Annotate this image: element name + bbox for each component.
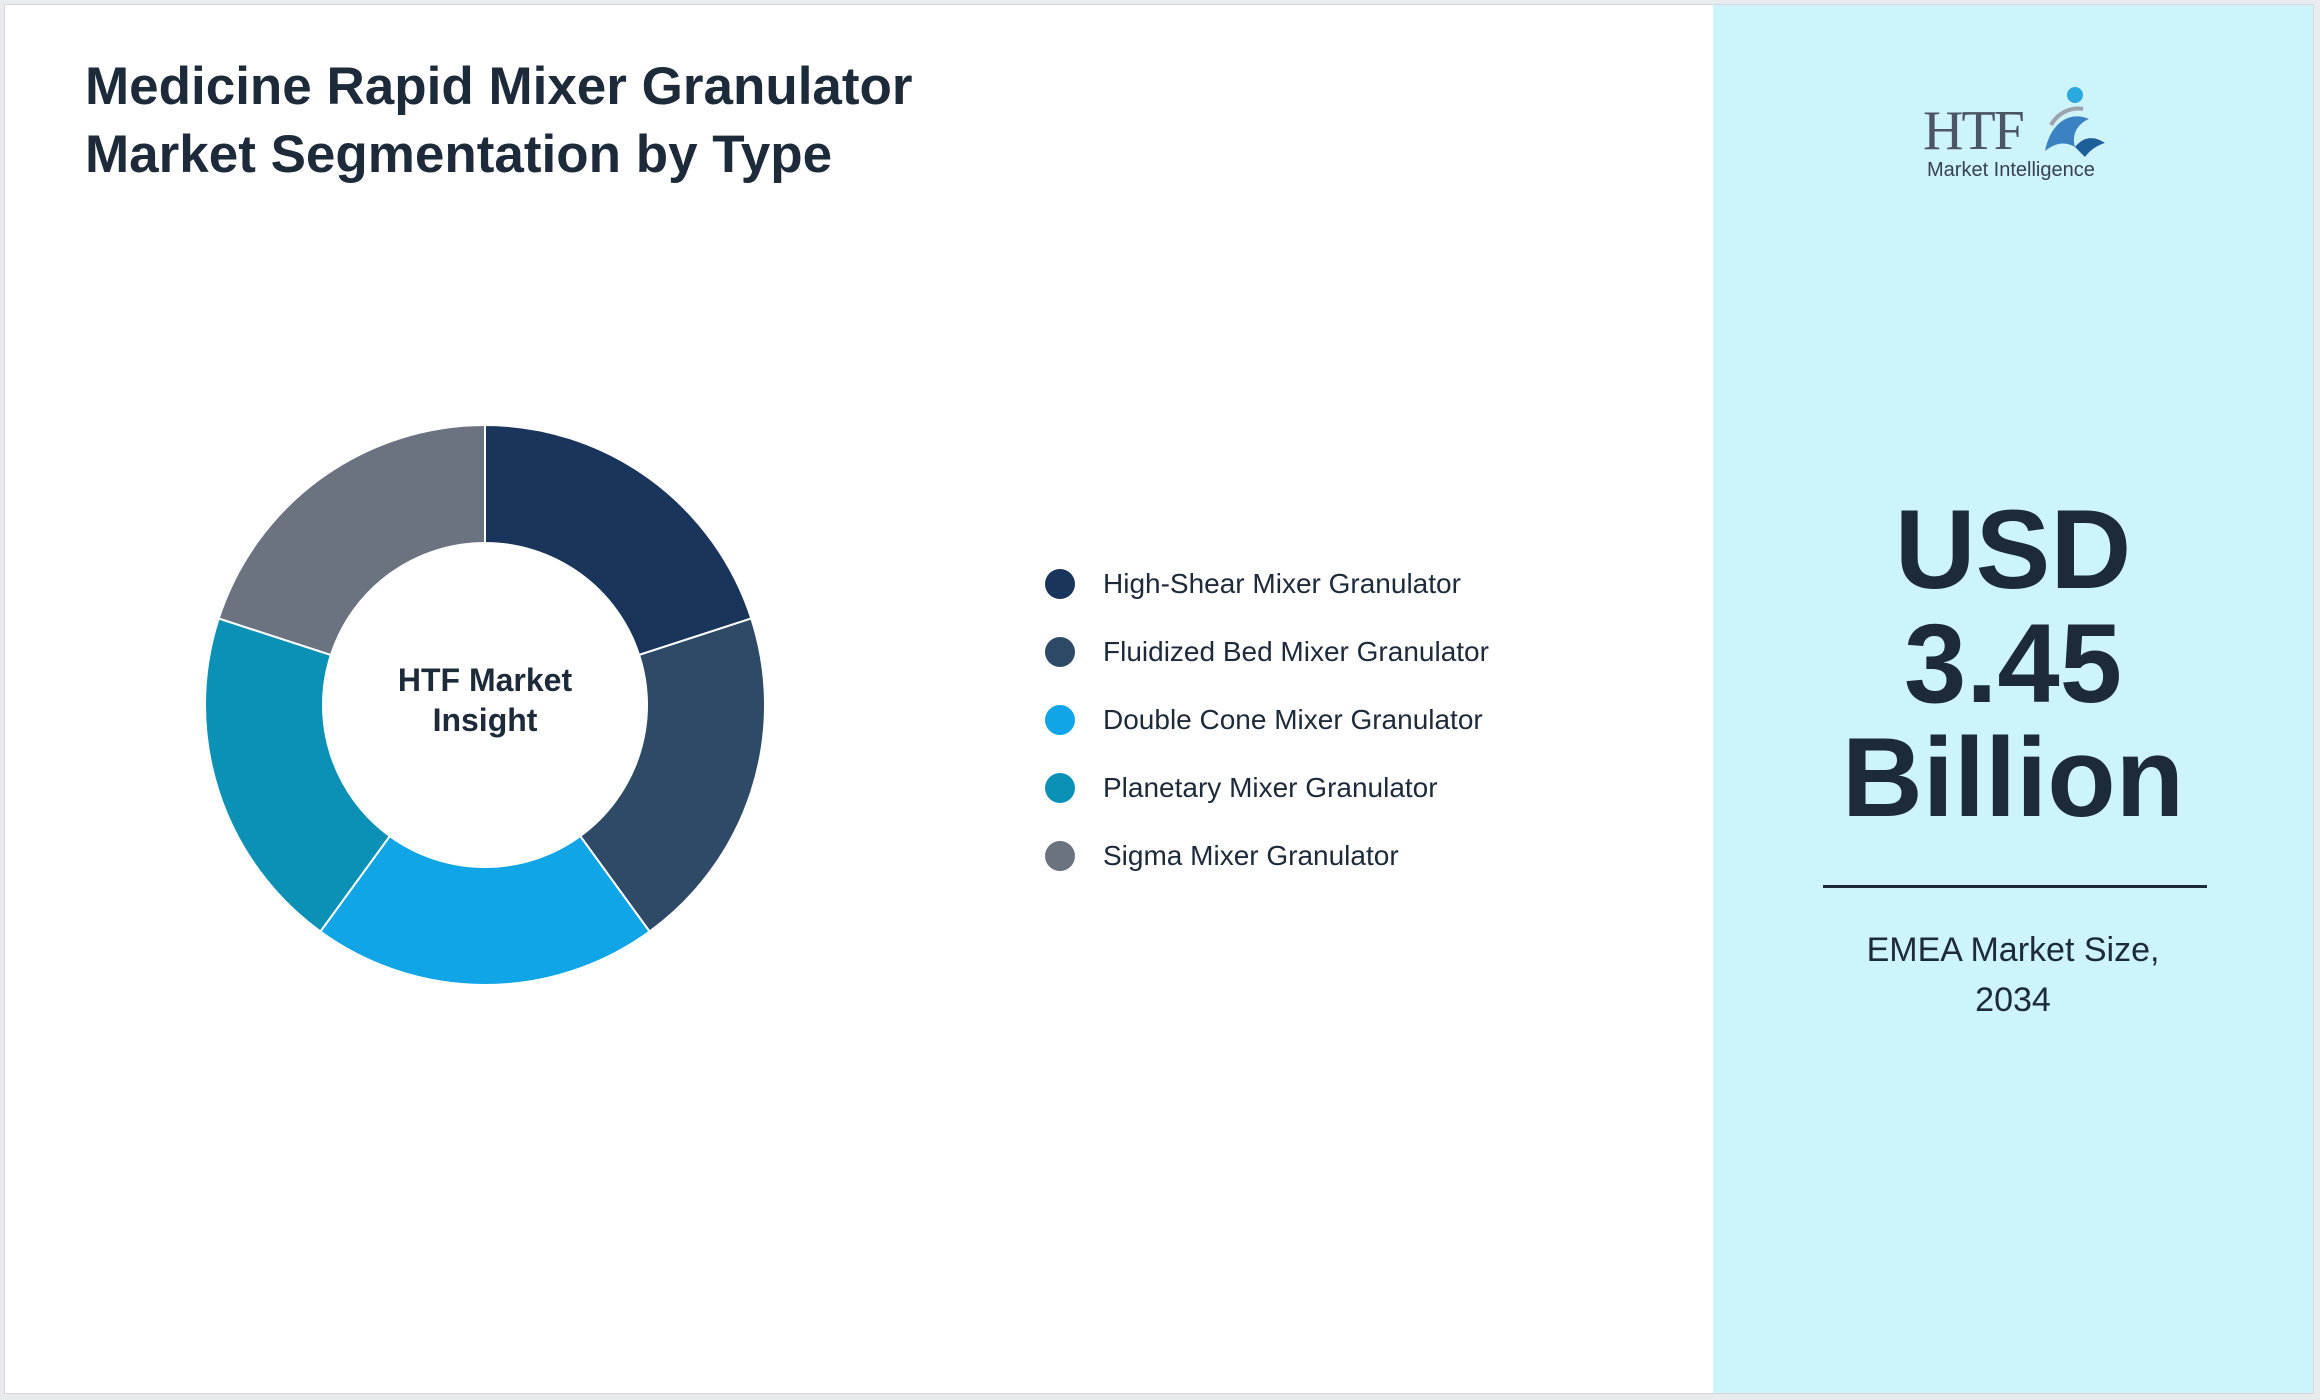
value-currency: USD [1894,487,2132,612]
legend-item: Planetary Mixer Granulator [1045,754,1489,822]
divider-line [1823,885,2207,888]
market-size-caption: EMEA Market Size, 2034 [1713,925,2313,1025]
donut-slice-sigma-mixer-granulator [217,423,486,657]
title-line-1: Medicine Rapid Mixer Granulator [85,57,913,116]
legend-label: Planetary Mixer Granulator [1103,772,1438,803]
legend-item: Fluidized Bed Mixer Granulator [1045,618,1489,686]
legend-label: Fluidized Bed Mixer Granulator [1103,636,1489,667]
donut-chart [204,423,766,987]
center-label-line-2: Insight [432,702,538,738]
center-label-line-1: HTF Market [397,662,573,698]
legend-swatch [1045,705,1075,735]
title-line-2: Market Segmentation by Type [85,125,833,184]
legend-item: Double Cone Mixer Granulator [1045,686,1489,754]
market-size-value: USD 3.45 Billion [1713,493,2313,835]
legend-item: High-Shear Mixer Granulator [1045,550,1489,618]
logo-text: HTF [1923,100,2025,162]
legend-swatch [1045,569,1075,599]
value-number: 3.45 [1904,601,2122,726]
donut-slice-high-shear-mixer-granulator [484,423,753,657]
htf-swirl-logo-icon [2045,87,2105,157]
caption-line-2: 2034 [1975,981,2051,1019]
legend-swatch [1045,637,1075,667]
donut-slice-double-cone-mixer-granulator [319,834,651,987]
legend-item: Sigma Mixer Granulator [1045,822,1489,890]
legend-label: Sigma Mixer Granulator [1103,840,1399,871]
market-size-panel: HTF Market Intelligence USD 3.45 Billion… [1713,5,2313,1393]
htf-logo: HTF Market Intelligence [1923,81,2113,191]
donut-slice-planetary-mixer-granulator [204,617,392,933]
chart-legend: High-Shear Mixer Granulator Fluidized Bed… [1045,550,1489,890]
legend-swatch [1045,773,1075,803]
infographic-card: Medicine Rapid Mixer Granulator Market S… [4,4,2314,1394]
caption-line-1: EMEA Market Size, [1866,931,2160,969]
donut-slice-fluidized-bed-mixer-granulator [578,617,766,933]
legend-label: High-Shear Mixer Granulator [1103,568,1461,599]
legend-label: Double Cone Mixer Granulator [1103,704,1483,735]
donut-center-label: HTF Market Insight [335,660,635,740]
legend-swatch [1045,841,1075,871]
value-unit: Billion [1841,715,2185,840]
logo-subtitle: Market Intelligence [1927,159,2095,181]
page-title: Medicine Rapid Mixer Granulator Market S… [85,53,1085,189]
